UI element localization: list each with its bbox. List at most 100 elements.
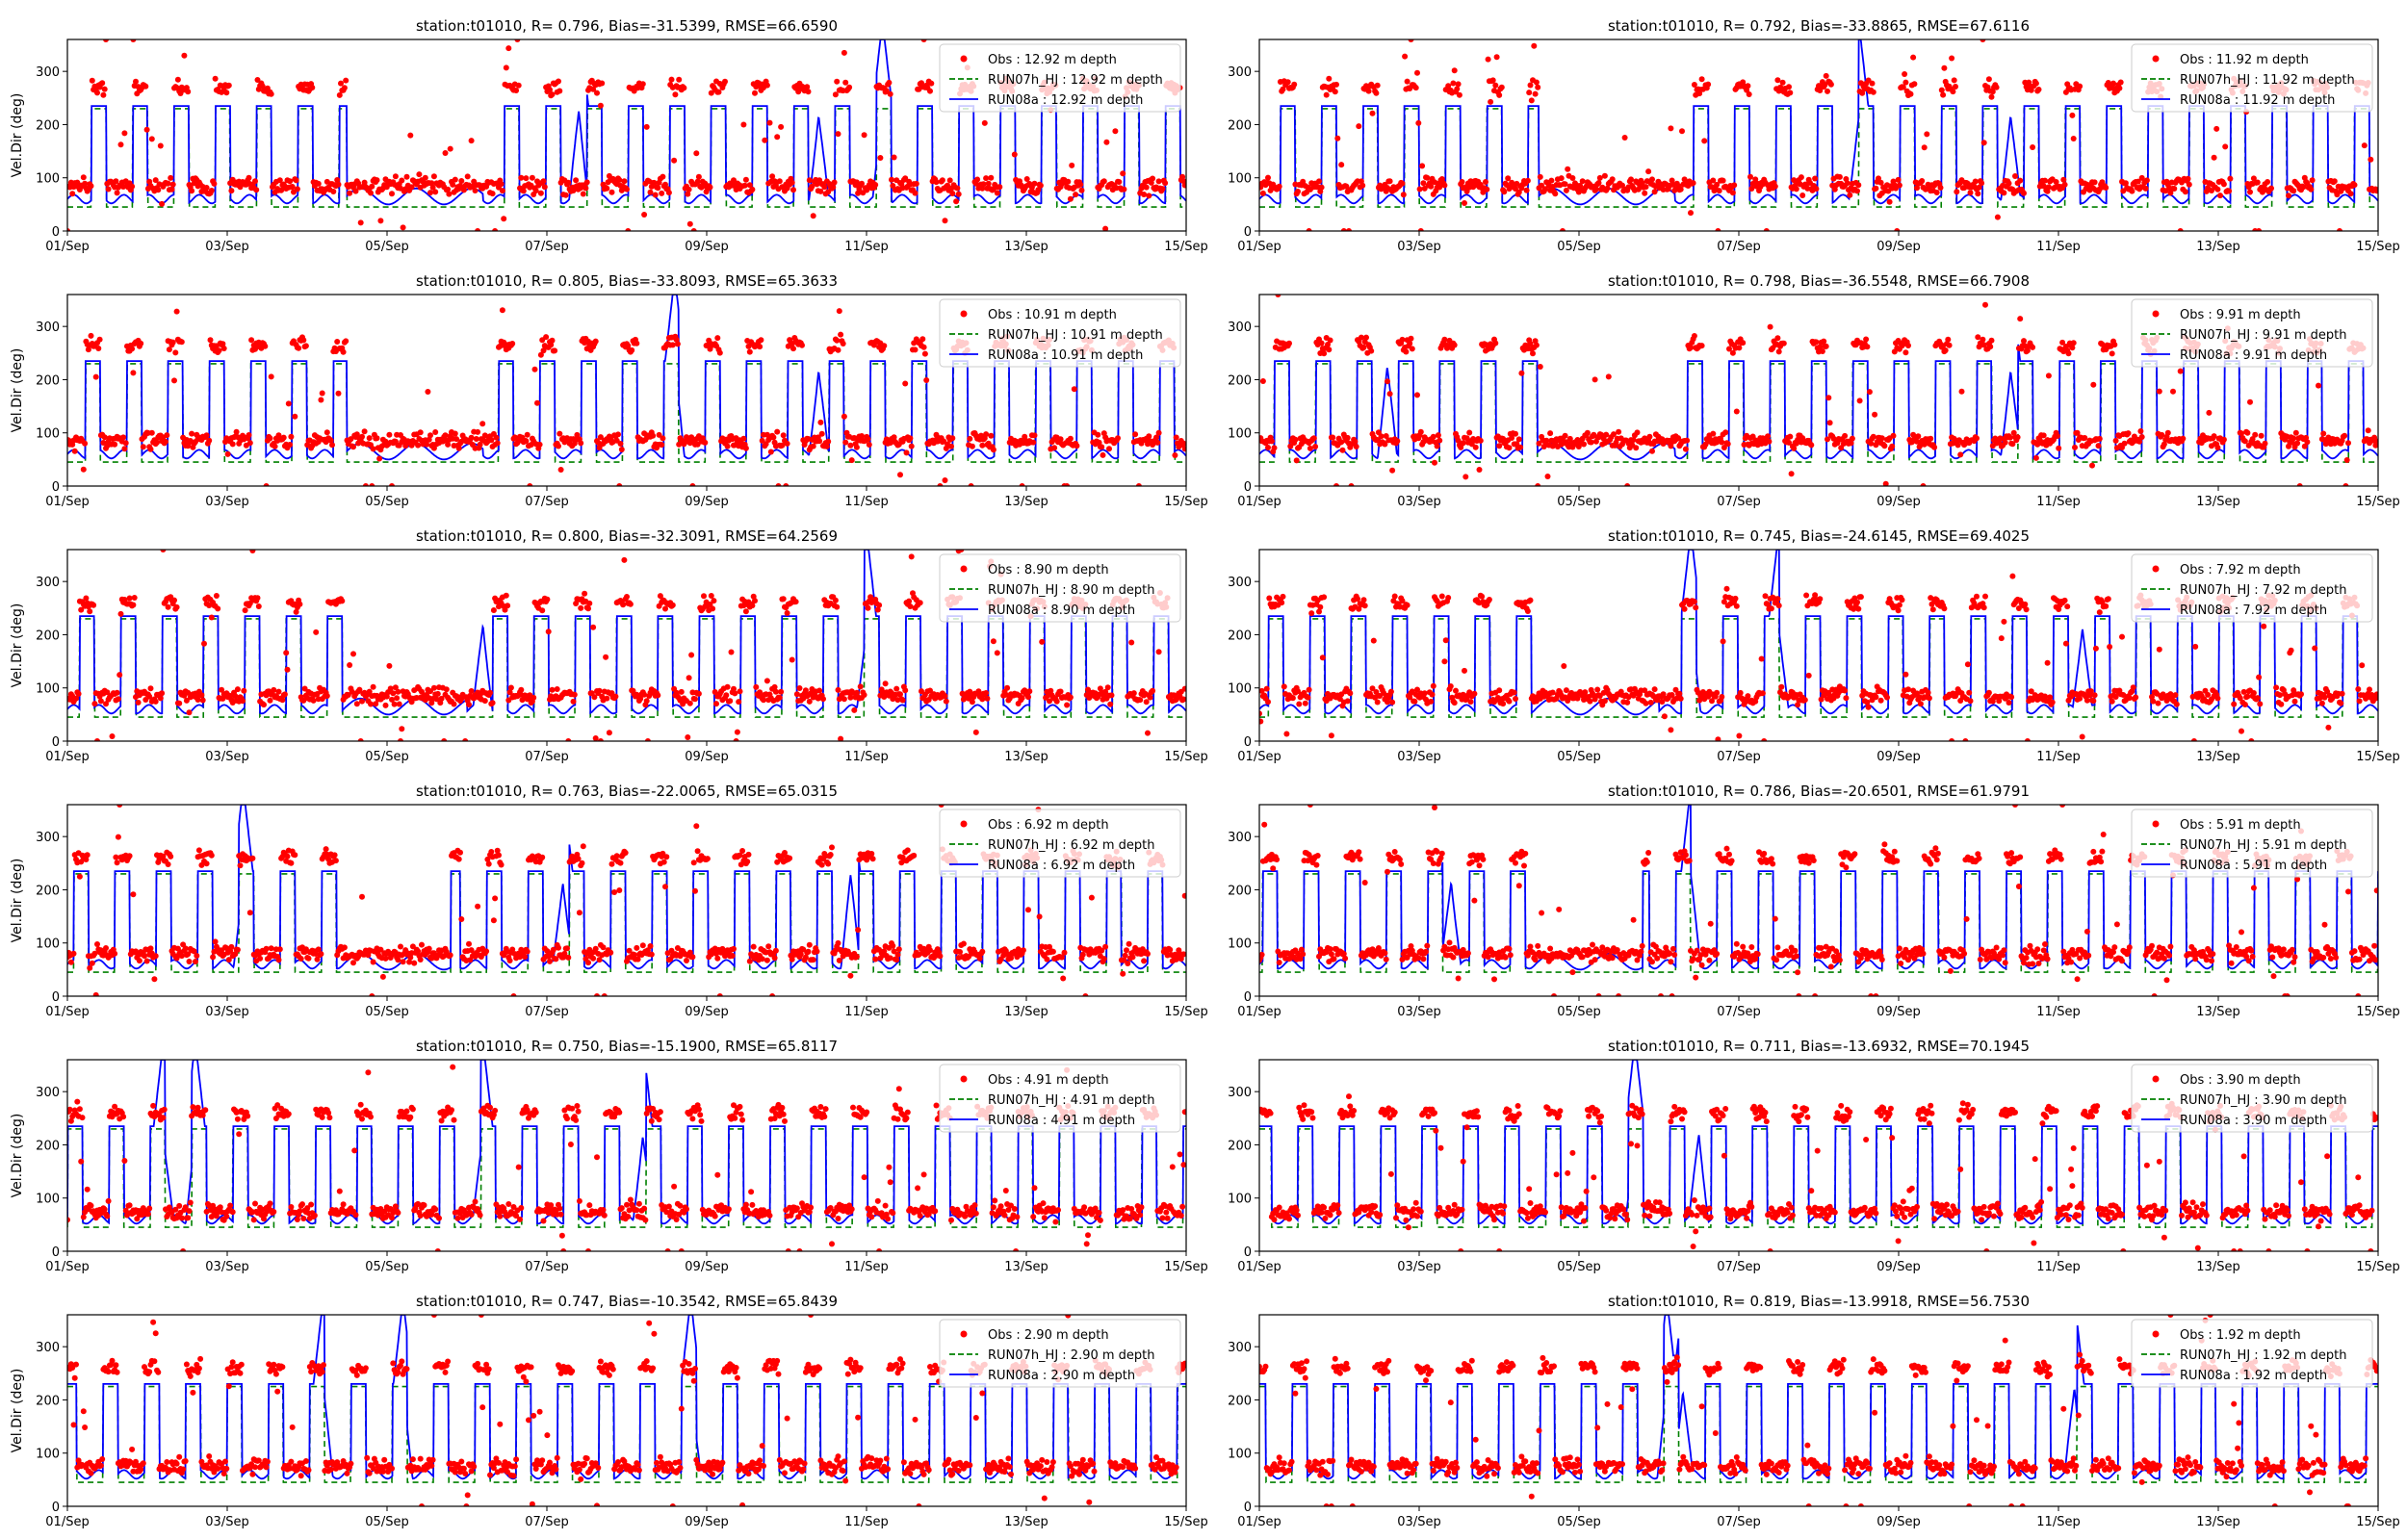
obs-point	[157, 695, 164, 702]
obs-point	[2161, 441, 2167, 448]
obs-point	[129, 346, 136, 352]
y-tick-label: 100	[1228, 427, 1252, 442]
obs-point	[1710, 177, 1717, 184]
obs-point	[656, 431, 662, 438]
obs-point	[1772, 183, 1778, 190]
legend-box	[2131, 43, 2373, 113]
obs-point	[1416, 186, 1423, 192]
obs-point	[1682, 446, 1689, 452]
obs-point	[117, 141, 124, 148]
obs-point	[615, 431, 621, 438]
obs-point	[565, 738, 572, 741]
obs-point	[1438, 593, 1445, 600]
x-tick-label: 03/Sep	[205, 240, 248, 254]
x-tick-label: 01/Sep	[1237, 240, 1281, 254]
obs-point	[2171, 186, 2178, 192]
obs-point	[681, 85, 687, 91]
obs-point	[583, 179, 590, 186]
obs-point	[834, 78, 841, 85]
obs-point	[775, 483, 782, 486]
obs-point	[969, 699, 975, 706]
obs-point	[91, 701, 98, 707]
obs-point	[1563, 687, 1569, 694]
obs-point	[1386, 391, 1393, 398]
obs-point	[133, 78, 139, 85]
obs-point	[1104, 684, 1111, 691]
obs-point	[912, 190, 919, 196]
obs-point	[1595, 180, 1602, 186]
obs-point	[248, 337, 255, 344]
obs-point	[368, 701, 374, 707]
obs-point	[1951, 77, 1957, 84]
obs-point	[1895, 176, 1902, 183]
obs-point	[1355, 596, 1360, 603]
obs-point	[1435, 432, 1441, 439]
obs-point	[1403, 348, 1410, 355]
obs-point	[624, 186, 630, 192]
obs-point	[1159, 186, 1166, 192]
obs-point	[101, 86, 108, 92]
obs-point	[1011, 151, 1018, 158]
x-tick-label: 11/Sep	[2036, 240, 2080, 254]
obs-point	[552, 347, 558, 354]
y-tick-label: 300	[36, 65, 60, 80]
obs-point	[1752, 176, 1759, 183]
obs-point	[766, 119, 773, 126]
obs-point	[121, 130, 128, 137]
obs-point	[1483, 179, 1488, 185]
x-tick-label: 05/Sep	[365, 240, 408, 254]
obs-point	[1383, 433, 1389, 439]
obs-point	[2032, 454, 2039, 461]
obs-point	[1447, 683, 1454, 689]
obs-point	[2028, 87, 2034, 93]
legend-label: Obs : 9.91 m depth	[2180, 308, 2301, 322]
obs-point	[285, 400, 292, 407]
obs-point	[549, 337, 556, 344]
obs-point	[1710, 430, 1717, 437]
obs-point	[1259, 710, 1262, 717]
obs-point	[728, 649, 735, 655]
axes-frame	[66, 38, 1187, 232]
obs-point	[848, 457, 855, 464]
obs-point	[1155, 649, 1162, 655]
subplot-5: station:t01010, R= 0.800, Bias=-32.3091,…	[10, 527, 1208, 764]
obs-point	[643, 123, 650, 130]
obs-point	[907, 603, 914, 609]
subplot-title: station:t01010, R= 0.745, Bias=-24.6145,…	[1608, 527, 2030, 545]
obs-point	[2111, 342, 2118, 348]
obs-point	[201, 640, 207, 647]
obs-point	[861, 692, 867, 698]
obs-point	[979, 442, 986, 449]
obs-point	[353, 701, 360, 707]
obs-point	[1488, 98, 1494, 105]
obs-point	[939, 177, 945, 184]
obs-point	[662, 605, 668, 612]
x-tick-label: 13/Sep	[1004, 495, 1048, 509]
obs-point	[1518, 370, 1525, 376]
obs-point	[2186, 181, 2192, 188]
x-tick-label: 09/Sep	[685, 240, 728, 254]
obs-point	[1280, 593, 1286, 600]
obs-point	[1102, 688, 1109, 695]
obs-point	[1067, 694, 1074, 701]
obs-point	[1077, 181, 1084, 188]
obs-point	[1775, 348, 1782, 355]
obs-point	[919, 688, 924, 695]
obs-point	[1289, 695, 1296, 702]
obs-point	[1975, 191, 1981, 197]
obs-point	[859, 180, 865, 187]
obs-point	[1459, 179, 1465, 185]
obs-point	[185, 89, 192, 95]
obs-point	[1073, 192, 1079, 198]
obs-point	[443, 686, 450, 693]
obs-point	[2156, 388, 2162, 395]
obs-point	[1484, 186, 1490, 192]
obs-point	[818, 430, 825, 437]
obs-point	[657, 593, 663, 600]
obs-point	[466, 702, 472, 707]
obs-point	[1524, 608, 1531, 614]
obs-point	[198, 692, 205, 699]
obs-point	[2309, 177, 2316, 184]
obs-point	[490, 607, 497, 613]
obs-point	[2262, 440, 2268, 447]
